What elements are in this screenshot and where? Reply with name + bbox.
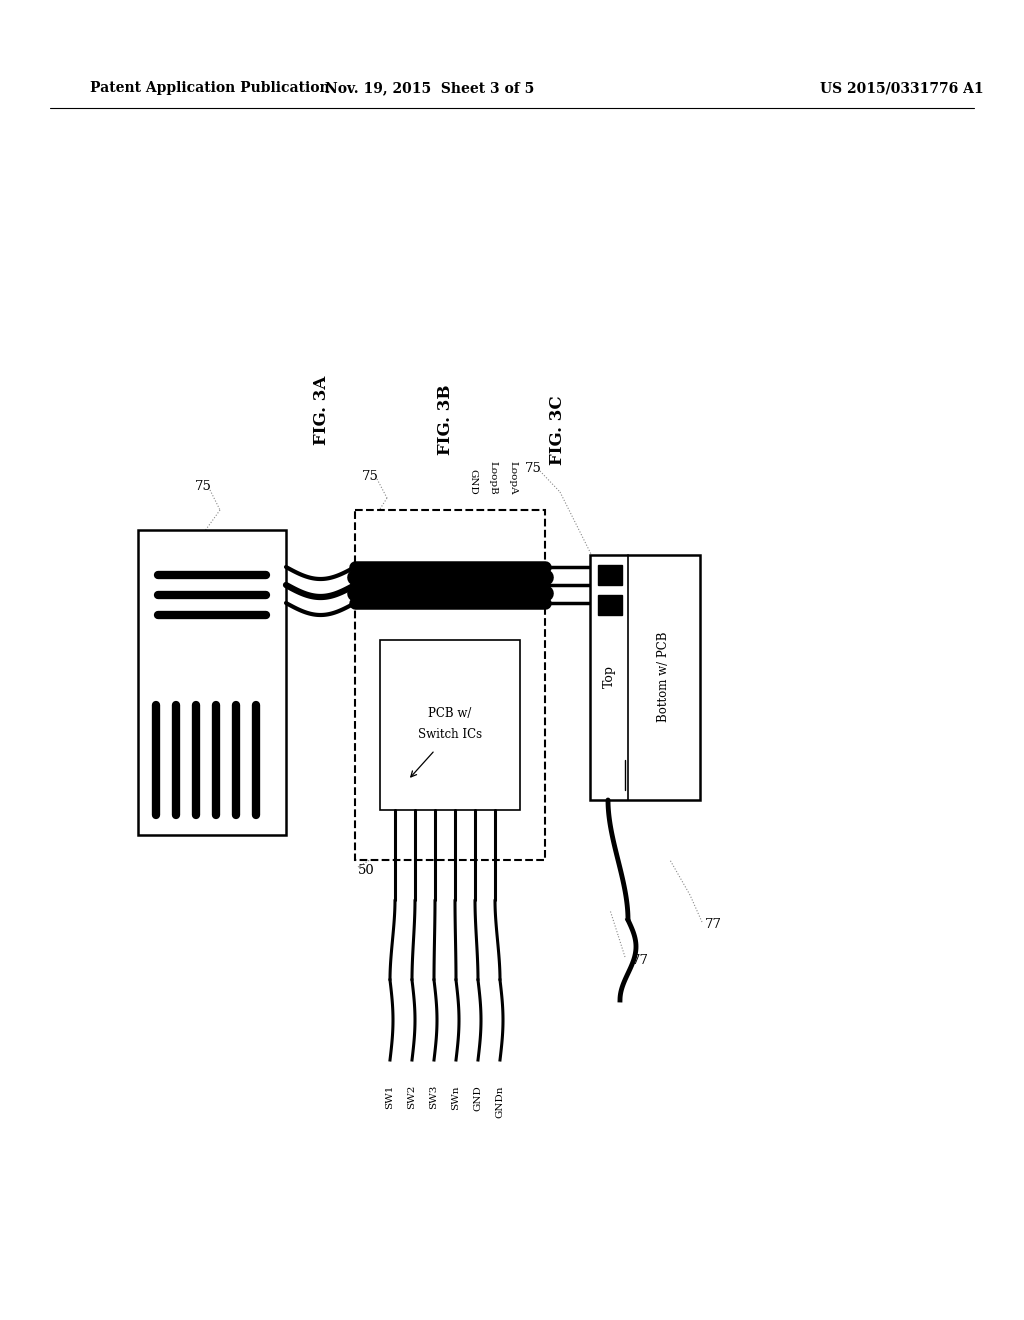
Text: Bottom w/ PCB: Bottom w/ PCB (657, 632, 671, 722)
Text: FIG. 3A: FIG. 3A (313, 375, 331, 445)
Text: FIG. 3C: FIG. 3C (550, 395, 566, 465)
Text: GND: GND (473, 1085, 482, 1110)
Text: SW3: SW3 (429, 1085, 438, 1109)
Text: Top: Top (602, 665, 615, 689)
Text: US 2015/0331776 A1: US 2015/0331776 A1 (820, 81, 984, 95)
Text: 77: 77 (632, 953, 649, 966)
Text: LoopB: LoopB (488, 461, 498, 495)
Text: SW2: SW2 (408, 1085, 417, 1109)
Bar (598, 565, 622, 585)
Text: Switch ICs: Switch ICs (418, 729, 482, 742)
Text: 75: 75 (525, 462, 542, 474)
Bar (380, 640, 520, 810)
Text: PCB w/: PCB w/ (428, 706, 472, 719)
Text: 77: 77 (705, 919, 722, 932)
Text: GNDn: GNDn (496, 1085, 505, 1118)
Text: SW1: SW1 (385, 1085, 394, 1109)
Text: 50: 50 (358, 863, 375, 876)
Text: LoopA: LoopA (508, 462, 517, 495)
Bar (355, 510, 545, 861)
Text: Patent Application Publication: Patent Application Publication (90, 81, 330, 95)
Text: FIG. 3B: FIG. 3B (436, 384, 454, 455)
Text: Nov. 19, 2015  Sheet 3 of 5: Nov. 19, 2015 Sheet 3 of 5 (326, 81, 535, 95)
Text: 75: 75 (362, 470, 379, 483)
Bar (598, 595, 622, 615)
Text: SWn: SWn (452, 1085, 461, 1110)
Text: 75: 75 (195, 480, 212, 494)
Bar (138, 531, 286, 836)
Bar (590, 554, 700, 800)
Text: GND: GND (468, 469, 477, 495)
